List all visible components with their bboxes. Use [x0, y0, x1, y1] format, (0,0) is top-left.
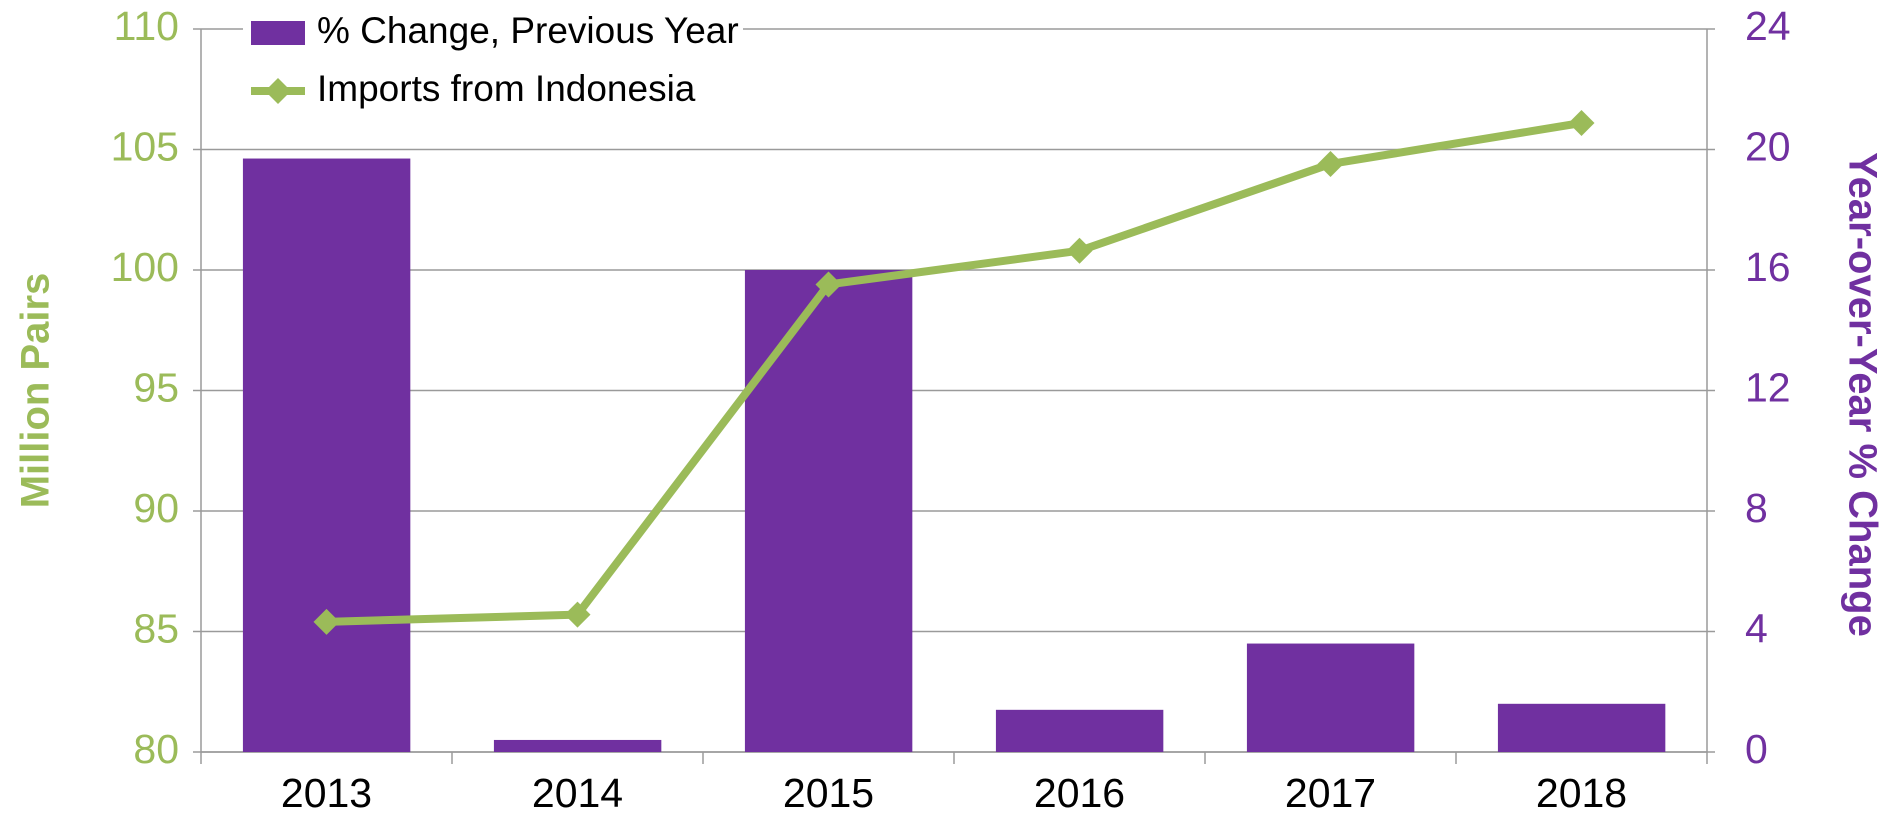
y2-tick-label: 16 [1745, 244, 1791, 290]
legend-label: Imports from Indonesia [317, 68, 696, 109]
line-marker [815, 271, 842, 298]
legend-background [243, 7, 743, 127]
line [326, 119, 1583, 626]
x-tick-label: 2018 [1536, 770, 1627, 816]
y2-tick-label: 24 [1745, 3, 1791, 49]
x-tick-label: 2014 [532, 770, 623, 816]
y-tick-label: 95 [133, 364, 179, 410]
y2-axis-title: Year-over-Year % Change [1840, 152, 1884, 637]
legend-marker [265, 78, 291, 104]
y2-tick-label: 12 [1745, 364, 1791, 410]
bar [744, 270, 913, 752]
y-tick-label: 90 [133, 485, 179, 531]
line-marker [1066, 237, 1093, 264]
line-marker [564, 601, 591, 628]
y-tick-label: 100 [111, 244, 179, 290]
bar [1497, 703, 1666, 752]
y2-tick-label: 4 [1745, 605, 1768, 651]
line-marker [313, 608, 340, 635]
x-tick-label: 2016 [1034, 770, 1125, 816]
line-marker [1568, 109, 1595, 136]
legend: % Change, Previous Year Imports from Indo… [243, 7, 743, 127]
y2-tick-label: 8 [1745, 485, 1768, 531]
bar [1246, 643, 1415, 752]
y2-tick-label: 0 [1745, 726, 1768, 772]
y-tick-label: 110 [114, 3, 179, 49]
y2-tick-label: 20 [1745, 123, 1791, 169]
legend-swatch [251, 21, 305, 45]
y-tick-label: 85 [133, 605, 179, 651]
y-tick-label: 80 [133, 726, 179, 772]
x-tick-label: 2015 [783, 770, 874, 816]
y-axis-title: Million Pairs [14, 273, 58, 509]
line-marker [1317, 150, 1344, 177]
bar [242, 158, 411, 753]
y-tick-label: 105 [111, 123, 179, 169]
x-tick-label: 2017 [1285, 770, 1376, 816]
bar [995, 709, 1164, 752]
x-tick-label: 2013 [281, 770, 372, 816]
legend-label: % Change, Previous Year [317, 10, 739, 51]
bar [493, 739, 662, 752]
